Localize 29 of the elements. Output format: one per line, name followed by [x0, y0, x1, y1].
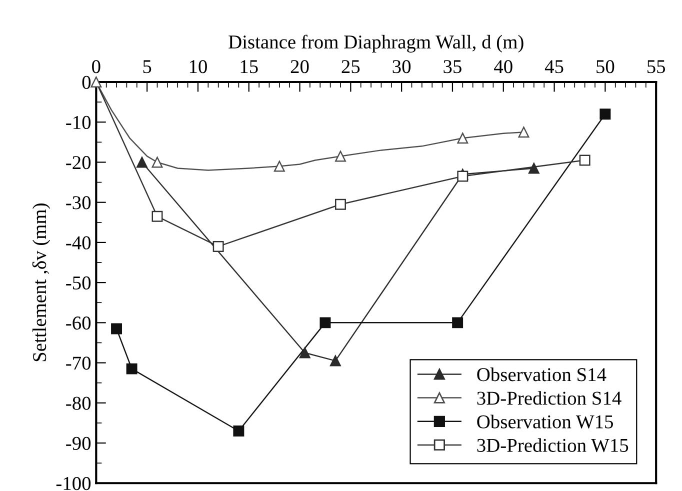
x-tick-label: 45	[544, 60, 564, 74]
x-tick-label: 5	[143, 60, 152, 74]
y-tick-label: -90	[66, 436, 91, 450]
x-tick-label: 20	[290, 60, 309, 74]
y-tick-label: 0	[82, 76, 91, 89]
y-tick-label: -60	[66, 316, 91, 330]
x-axis-title: Distance from Diaphragm Wall, d (m)	[228, 34, 524, 53]
legend-label: 3D-Prediction S14	[477, 391, 622, 405]
x-tick-label: 35	[444, 60, 462, 74]
x-tick-label: 40	[494, 60, 512, 74]
x-tick-label: 25	[342, 60, 360, 74]
legend-label: Observation S14	[477, 368, 606, 382]
y-tick-label: -20	[66, 156, 91, 170]
legend-label: Observation W15	[477, 414, 613, 428]
y-tick-label: -70	[66, 356, 91, 370]
x-tick-label: 55	[647, 60, 666, 74]
y-tick-label: -30	[66, 196, 91, 210]
x-tick-label: 15	[240, 60, 258, 74]
legend-label: 3D-Prediction W15	[477, 438, 628, 452]
x-tick-label: 50	[596, 60, 614, 74]
y-tick-label: -40	[66, 236, 91, 250]
y-tick-label: -50	[66, 276, 91, 290]
y-tick-label: -80	[66, 396, 91, 410]
y-axis-title: Settlement ,δv (mm)	[32, 204, 50, 362]
x-tick-label: 0	[92, 60, 100, 74]
x-tick-label: 30	[392, 60, 411, 74]
y-tick-label: -100	[56, 476, 91, 490]
x-tick-label: 10	[190, 60, 207, 74]
y-tick-label: -10	[66, 116, 91, 130]
